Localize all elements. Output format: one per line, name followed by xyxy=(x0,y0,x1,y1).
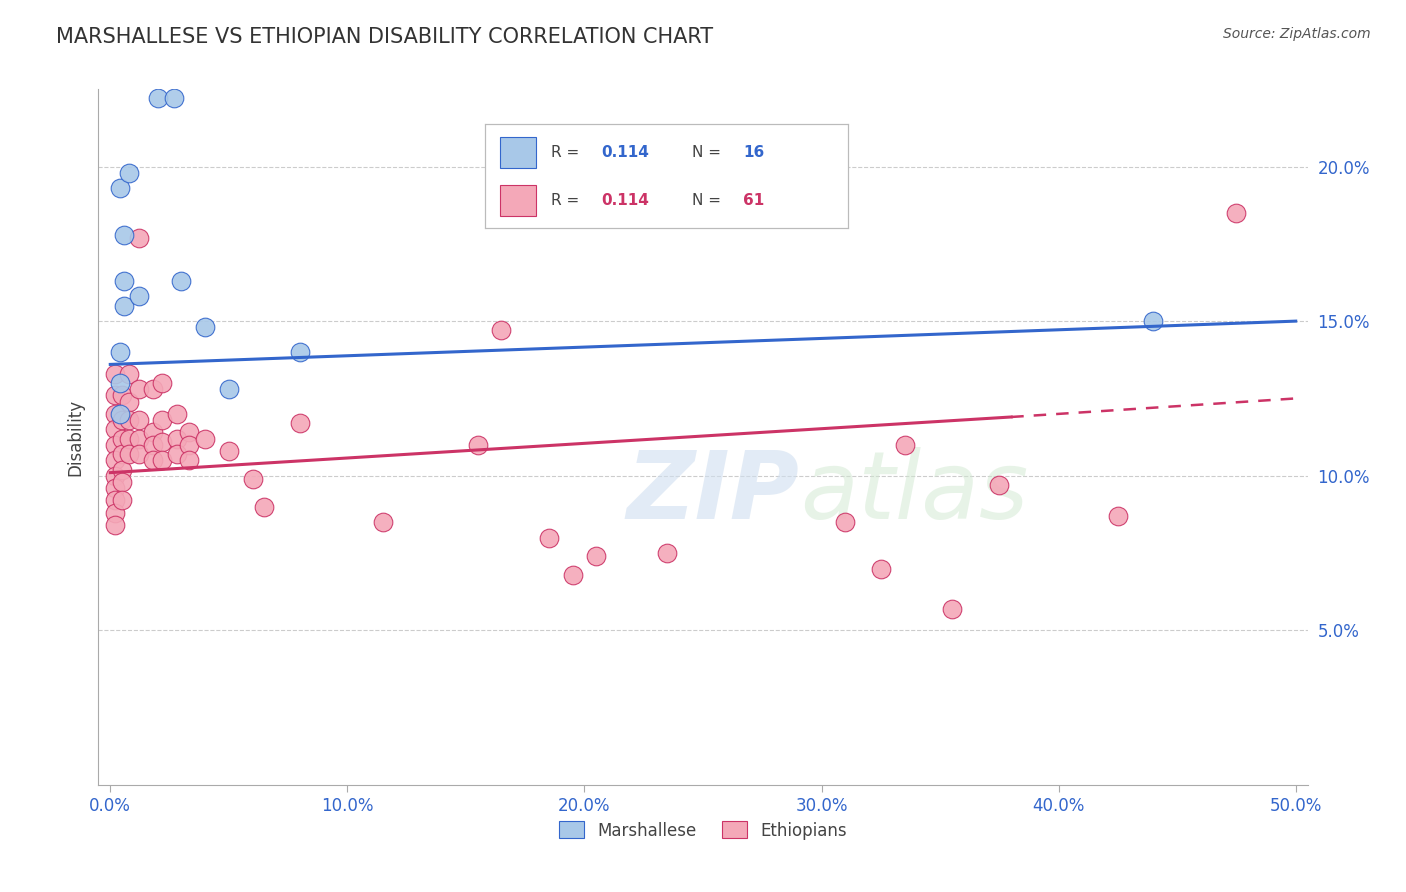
Text: atlas: atlas xyxy=(800,447,1028,538)
Point xyxy=(288,345,311,359)
Point xyxy=(104,468,127,483)
Point xyxy=(253,500,276,514)
Point xyxy=(111,432,134,446)
Point xyxy=(166,447,188,461)
Point xyxy=(152,376,174,390)
Point xyxy=(111,447,134,461)
Point xyxy=(118,432,141,446)
Point xyxy=(657,546,679,560)
Point xyxy=(104,453,127,467)
Point xyxy=(177,438,200,452)
Point xyxy=(118,413,141,427)
Point xyxy=(163,91,186,105)
Point xyxy=(111,493,134,508)
Point xyxy=(108,376,131,390)
Point xyxy=(128,382,150,396)
Text: Source: ZipAtlas.com: Source: ZipAtlas.com xyxy=(1223,27,1371,41)
Point xyxy=(152,413,174,427)
Point xyxy=(104,367,127,381)
Point xyxy=(118,447,141,461)
Point xyxy=(128,413,150,427)
Point xyxy=(104,518,127,533)
Point xyxy=(1142,314,1164,328)
Point xyxy=(218,382,240,396)
Point xyxy=(288,416,311,430)
Point xyxy=(146,91,169,105)
Point xyxy=(537,531,560,545)
Point xyxy=(111,388,134,402)
Point xyxy=(104,407,127,421)
Text: MARSHALLESE VS ETHIOPIAN DISABILITY CORRELATION CHART: MARSHALLESE VS ETHIOPIAN DISABILITY CORR… xyxy=(56,27,713,46)
Point xyxy=(111,413,134,427)
Point xyxy=(194,320,217,334)
Point xyxy=(118,394,141,409)
Point xyxy=(242,472,264,486)
Point xyxy=(371,515,394,529)
Point xyxy=(142,438,165,452)
Point xyxy=(152,434,174,449)
Point xyxy=(114,299,136,313)
Point xyxy=(104,506,127,520)
Point xyxy=(561,567,583,582)
Point xyxy=(128,447,150,461)
Point xyxy=(988,478,1011,492)
Point xyxy=(177,453,200,467)
Point xyxy=(834,515,856,529)
Point xyxy=(893,438,915,452)
Point xyxy=(114,274,136,288)
Point xyxy=(1107,508,1129,523)
Point xyxy=(142,453,165,467)
Point xyxy=(170,274,193,288)
Point xyxy=(194,432,217,446)
Point xyxy=(118,367,141,381)
Point xyxy=(104,493,127,508)
Y-axis label: Disability: Disability xyxy=(66,399,84,475)
Point xyxy=(104,438,127,452)
Text: ZIP: ZIP xyxy=(627,447,800,539)
Point xyxy=(108,407,131,421)
Point xyxy=(142,425,165,440)
Point xyxy=(111,475,134,489)
Point xyxy=(108,181,131,195)
Point xyxy=(111,462,134,476)
Point xyxy=(166,432,188,446)
Point xyxy=(104,422,127,436)
Point xyxy=(869,561,891,575)
Point xyxy=(166,407,188,421)
Point xyxy=(128,289,150,303)
Point xyxy=(218,444,240,458)
Point xyxy=(118,166,141,180)
Point xyxy=(1225,206,1247,220)
Point xyxy=(177,425,200,440)
Point xyxy=(128,230,150,244)
Point xyxy=(491,323,513,337)
Point xyxy=(467,438,489,452)
Point xyxy=(108,345,131,359)
Point xyxy=(104,481,127,495)
Point xyxy=(585,549,607,563)
Point xyxy=(152,453,174,467)
Point xyxy=(941,601,963,615)
Point xyxy=(142,382,165,396)
Point xyxy=(114,227,136,242)
Point xyxy=(104,388,127,402)
Point xyxy=(128,432,150,446)
Legend: Marshallese, Ethiopians: Marshallese, Ethiopians xyxy=(553,814,853,847)
